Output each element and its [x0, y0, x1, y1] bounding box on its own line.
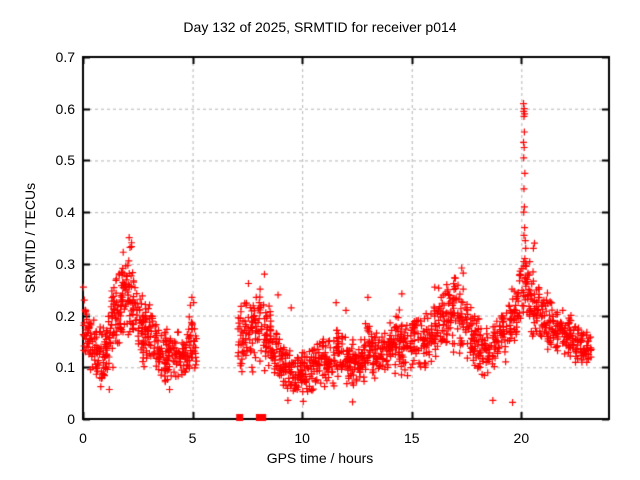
y-tick-label: 0.7 [55, 49, 75, 65]
y-tick-label: 0.6 [55, 100, 75, 117]
x-tick-label: 10 [294, 430, 310, 446]
x-tick-label: 0 [79, 430, 87, 446]
x-axis-label: GPS time / hours [266, 450, 374, 466]
x-tick-label: 20 [513, 430, 530, 446]
y-tick-label: 0.4 [55, 204, 75, 221]
x-tick-label: 5 [188, 430, 197, 446]
y-tick-label: 0.3 [55, 255, 75, 272]
y-tick-label: 0.2 [55, 307, 75, 324]
y-tick-label: 0.5 [55, 152, 75, 169]
y-tick-label: 0.1 [55, 359, 75, 376]
y-tick-label: 0 [67, 411, 75, 427]
x-tick-label: 15 [403, 430, 420, 446]
chart-title: Day 132 of 2025, SRMTID for receiver p01… [183, 19, 457, 35]
